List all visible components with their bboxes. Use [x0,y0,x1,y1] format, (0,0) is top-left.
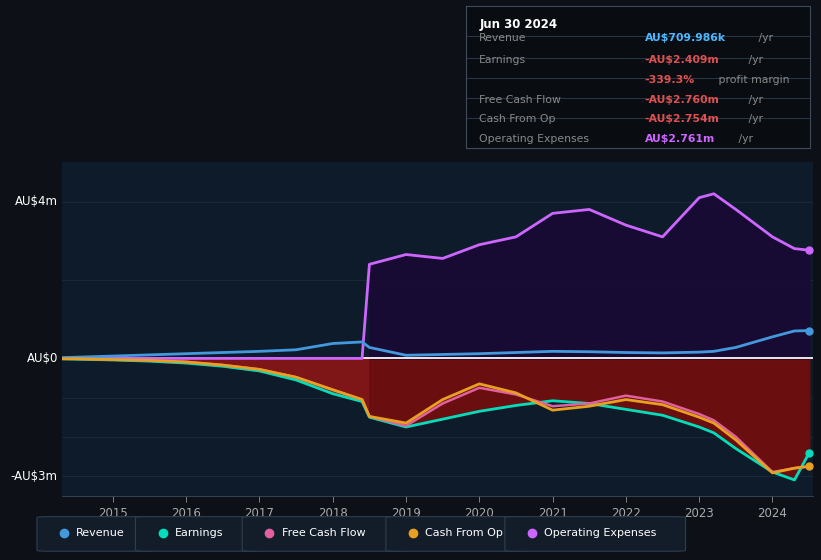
Text: /yr: /yr [745,95,763,105]
Text: Cash From Op: Cash From Op [425,529,503,538]
Text: Revenue: Revenue [479,34,527,44]
Text: -AU$3m: -AU$3m [11,469,57,483]
FancyBboxPatch shape [242,517,406,551]
Text: Cash From Op: Cash From Op [479,114,556,124]
FancyBboxPatch shape [135,517,263,551]
Text: /yr: /yr [745,54,763,64]
FancyBboxPatch shape [37,517,156,551]
Text: /yr: /yr [754,34,773,44]
FancyBboxPatch shape [505,517,686,551]
Text: -339.3%: -339.3% [644,75,695,85]
Text: Earnings: Earnings [175,529,223,538]
Text: AU$2.761m: AU$2.761m [644,134,715,144]
Text: -AU$2.409m: -AU$2.409m [644,54,719,64]
Text: AU$0: AU$0 [26,352,57,365]
Text: Jun 30 2024: Jun 30 2024 [479,18,557,31]
Text: AU$4m: AU$4m [15,195,57,208]
Text: Operating Expenses: Operating Expenses [544,529,657,538]
Text: -AU$2.754m: -AU$2.754m [644,114,720,124]
FancyBboxPatch shape [386,517,525,551]
Text: AU$709.986k: AU$709.986k [644,34,726,44]
Text: -AU$2.760m: -AU$2.760m [644,95,720,105]
Text: /yr: /yr [735,134,753,144]
Text: Operating Expenses: Operating Expenses [479,134,589,144]
Text: Free Cash Flow: Free Cash Flow [282,529,365,538]
Text: /yr: /yr [745,114,763,124]
Text: profit margin: profit margin [715,75,789,85]
Text: Earnings: Earnings [479,54,526,64]
Text: Revenue: Revenue [76,529,125,538]
Text: Free Cash Flow: Free Cash Flow [479,95,562,105]
